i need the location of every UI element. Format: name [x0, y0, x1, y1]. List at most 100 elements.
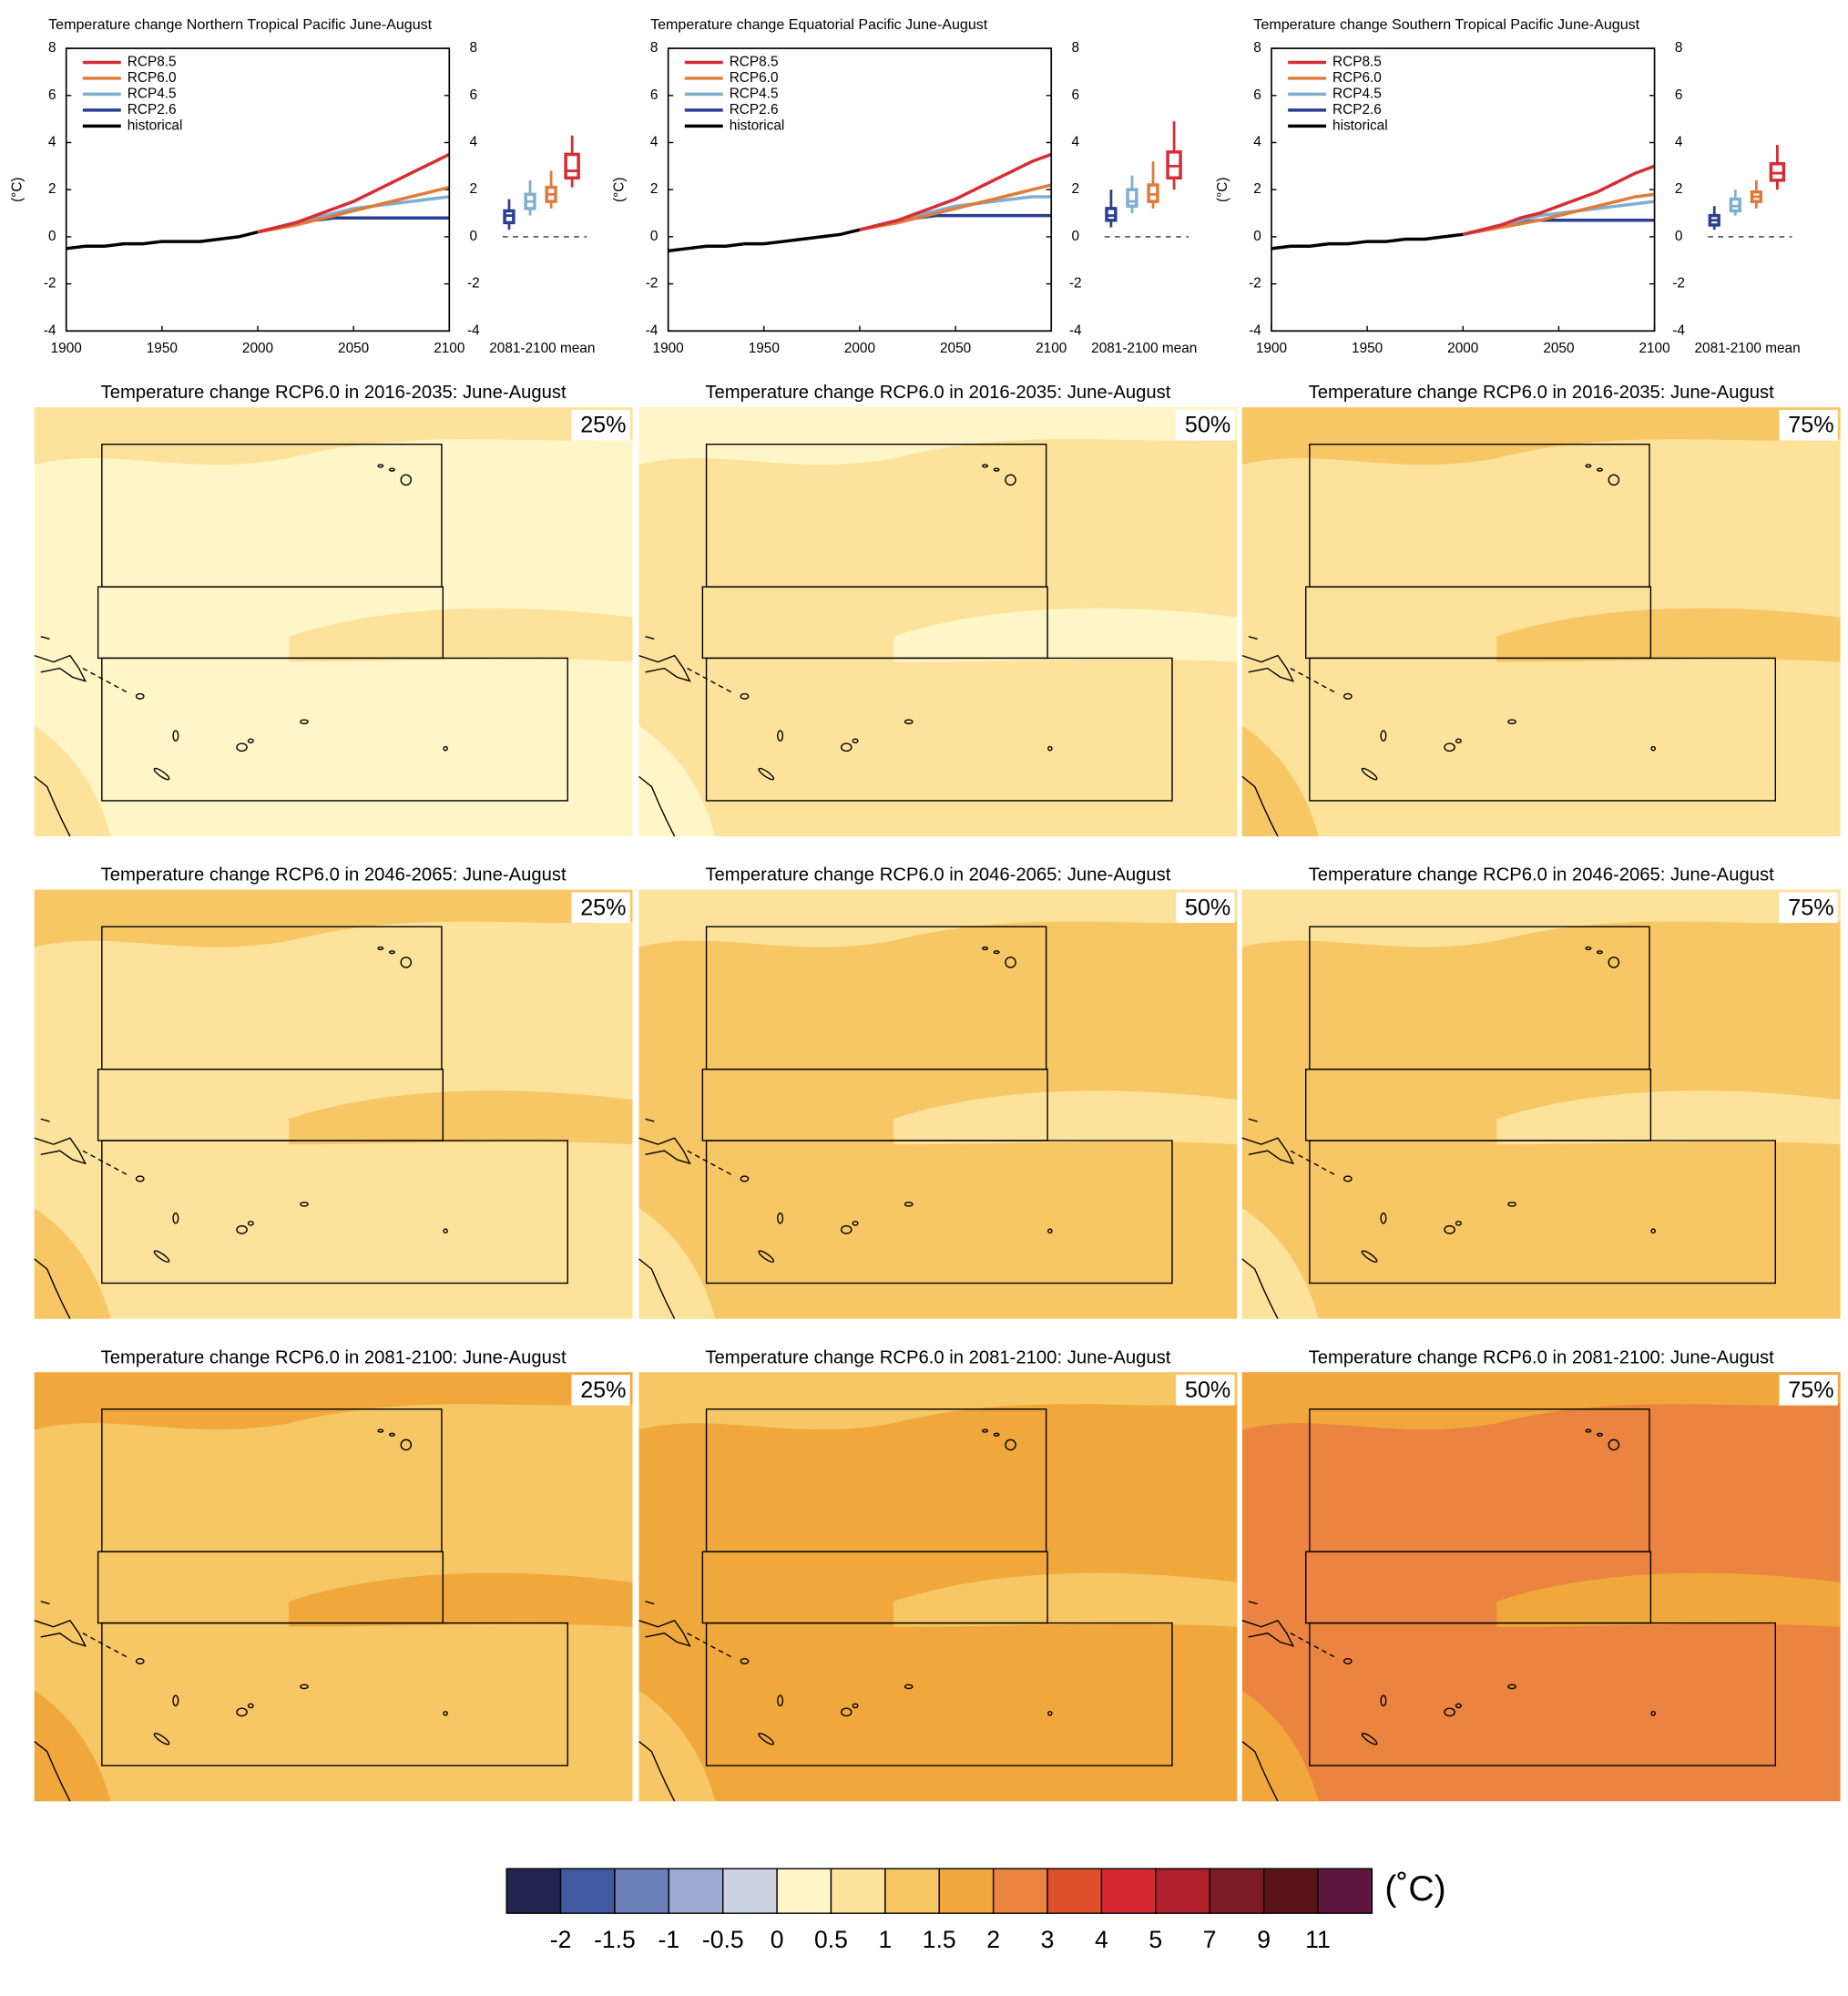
box-label: 2081-2100 mean [1091, 341, 1197, 356]
x-tick-label: 2100 [1036, 341, 1067, 356]
percentile-box [1176, 892, 1235, 924]
colorbar-box [938, 1868, 995, 1914]
x-tick-label: 1950 [749, 341, 780, 356]
chart-title: Temperature change Southern Tropical Pac… [1253, 16, 1639, 33]
legend-label: RCP4.5 [1332, 86, 1382, 101]
y-tick-label: -4 [646, 322, 659, 338]
colorbar-box [614, 1868, 670, 1914]
colorbar-box [722, 1868, 778, 1914]
map-title: Temperature change RCP6.0 in 2016-2035: … [705, 383, 1170, 403]
map-panel: 50% [638, 407, 1238, 837]
chart-title: Temperature change Equatorial Pacific Ju… [650, 16, 988, 33]
map-title: Temperature change RCP6.0 in 2016-2035: … [101, 383, 567, 403]
series-line [668, 228, 861, 253]
y2-tick-label: 0 [1072, 229, 1080, 244]
y-tick-label: -4 [1249, 322, 1261, 338]
y2-tick-label: 4 [1675, 135, 1683, 150]
colorbar-box [1047, 1868, 1103, 1914]
chart-title: Temperature change Northern Tropical Pac… [48, 16, 433, 33]
y2-tick-label: 2 [1675, 181, 1683, 197]
y2-tick-label: -4 [1069, 322, 1082, 338]
y-tick-label: 4 [48, 135, 56, 150]
map-panel: 75% [1241, 889, 1841, 1320]
legend-label: RCP6.0 [128, 70, 177, 86]
y2-tick-label: 0 [470, 229, 478, 244]
series-line [1271, 232, 1464, 251]
plot-frame [65, 47, 451, 333]
colorbar-tick-label: 11 [1305, 1926, 1331, 1953]
colorbar-box [1100, 1868, 1157, 1914]
series-line [257, 185, 450, 234]
colorbar-tick-label: 4 [1095, 1926, 1108, 1953]
percentile-box [1176, 1375, 1235, 1406]
y2-tick-label: 4 [1072, 135, 1080, 150]
legend-label: RCP4.5 [730, 86, 779, 101]
percentile-label: 75% [1788, 413, 1833, 438]
map-title: Temperature change RCP6.0 in 2081-2100: … [101, 1347, 567, 1367]
colorbar-tick-label: -2 [550, 1926, 572, 1953]
y-tick-label: 0 [650, 229, 659, 244]
colorbar-tick-label: 7 [1203, 1926, 1217, 1953]
series-line [257, 152, 451, 234]
legend-label: historical [1332, 118, 1388, 133]
percentile-box [1779, 892, 1838, 924]
y-tick-label: 8 [1253, 40, 1261, 56]
x-tick-label: 1900 [51, 341, 82, 356]
colorbar-box [559, 1868, 616, 1914]
x-tick-label: 2050 [1543, 341, 1574, 356]
legend-label: historical [730, 118, 785, 133]
map-panel: 50% [638, 1372, 1238, 1802]
x-tick-label: 2100 [434, 341, 465, 356]
y-tick-label: 2 [1253, 181, 1261, 197]
percentile-box [1779, 1375, 1838, 1406]
colorbar-box [505, 1868, 562, 1914]
legend-label: RCP2.6 [128, 102, 177, 118]
map-title: Temperature change RCP6.0 in 2081-2100: … [1309, 1347, 1774, 1367]
legend-label: RCP8.5 [730, 55, 779, 70]
y-tick-label: -2 [646, 276, 659, 292]
map-title: Temperature change RCP6.0 in 2046-2065: … [1309, 865, 1774, 885]
y2-tick-label: 2 [470, 181, 478, 197]
series-line [859, 183, 1052, 231]
y-axis-label: (°C) [10, 177, 26, 201]
box-label: 2081-2100 mean [489, 341, 595, 356]
series-line [1462, 164, 1656, 237]
colorbar-tick-label: -1 [659, 1926, 680, 1953]
percentile-box [571, 409, 630, 441]
colorbar-tick-label: -0.5 [702, 1926, 744, 1953]
y2-tick-label: 6 [470, 87, 478, 103]
y2-tick-label: -4 [467, 322, 480, 338]
colorbar-tick-label: 0 [771, 1926, 784, 1953]
y-tick-label: 6 [1253, 87, 1261, 103]
legend-label: historical [128, 118, 183, 133]
y2-tick-label: 2 [1072, 181, 1080, 197]
map-panel: 25% [34, 407, 633, 837]
y-axis-label: (°C) [1215, 177, 1230, 201]
percentile-label: 75% [1788, 895, 1833, 920]
x-tick-label: 2000 [1447, 341, 1478, 356]
colorbar-box [884, 1868, 940, 1914]
colorbar-box [1262, 1868, 1319, 1914]
box [564, 152, 580, 180]
y-tick-label: -2 [44, 276, 56, 292]
map-title: Temperature change RCP6.0 in 2046-2065: … [101, 865, 567, 885]
x-tick-label: 2100 [1639, 341, 1669, 356]
x-tick-label: 2000 [242, 341, 273, 356]
plot-frame [667, 47, 1053, 333]
y-tick-label: 2 [48, 181, 56, 197]
series-line [1462, 192, 1655, 237]
map-panel: 25% [34, 1372, 633, 1802]
y-tick-label: -2 [1249, 276, 1261, 292]
y2-tick-label: 6 [1675, 87, 1683, 103]
y-tick-label: 6 [650, 87, 659, 103]
colorbar-box [668, 1868, 724, 1914]
y-tick-label: 0 [48, 229, 56, 244]
x-tick-label: 1900 [653, 341, 684, 356]
colorbar-tick-label: 5 [1149, 1926, 1162, 1953]
y-tick-label: -4 [44, 322, 56, 338]
colorbar-box [1155, 1868, 1210, 1914]
legend-label: RCP6.0 [730, 70, 779, 86]
colorbar-box [830, 1868, 886, 1914]
map-title: Temperature change RCP6.0 in 2046-2065: … [705, 865, 1170, 885]
x-tick-label: 1900 [1256, 341, 1287, 356]
